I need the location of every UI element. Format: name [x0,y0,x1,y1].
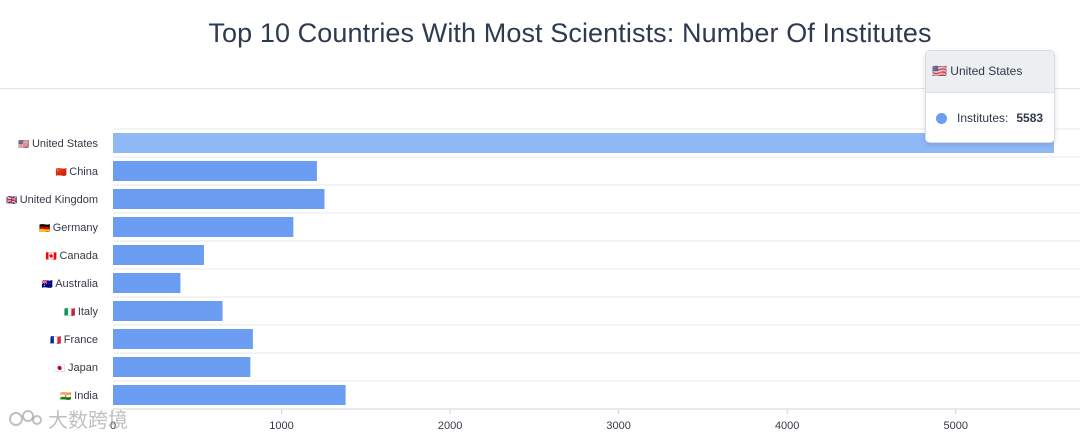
title-divider [0,88,1080,89]
category-label: 🇦🇺 Australia [41,278,98,290]
x-tick-label: 4000 [775,420,799,432]
watermark: 大数跨境 [8,404,128,433]
category-label: 🇫🇷 France [50,334,98,346]
category-name: Japan [68,362,98,374]
bar-italy[interactable] [113,301,223,321]
flag-icon: 🇺🇸 [18,139,32,149]
category-name: Canada [59,250,98,262]
category-label: 🇯🇵 Japan [54,362,98,374]
category-label: 🇺🇸 United States [18,138,98,150]
flag-icon: 🇮🇳 [60,391,74,401]
bar-china[interactable] [113,161,317,181]
bar-united-kingdom[interactable] [113,189,325,209]
tooltip-title: 🇺🇸 United States [926,51,1054,93]
category-label: 🇨🇳 China [56,166,99,178]
bar-united-states[interactable] [113,133,1054,153]
category-label: 🇬🇧 United Kingdom [6,194,98,206]
bar-germany[interactable] [113,217,294,237]
category-name: India [74,390,99,402]
tooltip-label: Institutes: [957,111,1009,125]
tooltip-series-dot [936,112,947,124]
category-name: China [69,166,99,178]
category-label: 🇮🇹 Italy [64,306,98,318]
flag-icon: 🇩🇪 [39,223,53,233]
category-name: United States [32,138,99,150]
watermark-text: 大数跨境 [48,410,128,432]
flag-icon: 🇫🇷 [50,335,64,345]
category-name: Australia [55,278,99,290]
x-tick-label: 2000 [438,420,462,432]
flag-icon: 🇨🇳 [56,167,70,177]
watermark-logo-icon [9,409,42,426]
flag-icon: 🇮🇹 [64,307,78,317]
category-name: Italy [78,306,99,318]
category-name: France [64,334,98,346]
bar-canada[interactable] [113,245,205,265]
category-label: 🇩🇪 Germany [39,222,98,234]
x-tick-label: 3000 [606,420,630,432]
bar-france[interactable] [113,329,253,349]
flag-icon: 🇯🇵 [54,363,68,373]
bar-japan[interactable] [113,357,251,377]
x-tick-label: 1000 [269,420,293,432]
bar-india[interactable] [113,385,346,405]
category-name: Germany [53,222,99,234]
category-label: 🇨🇦 Canada [46,250,99,262]
tooltip-value: 5583 [1016,111,1044,125]
category-label: 🇮🇳 India [60,390,98,402]
flag-icon: 🇨🇦 [46,251,60,261]
chart-title: Top 10 Countries With Most Scientists: N… [208,18,932,48]
bar-australia[interactable] [113,273,181,293]
x-tick-label: 5000 [943,420,967,432]
tooltip: 🇺🇸 United States Institutes: 5583 [925,50,1055,143]
flag-icon: 🇦🇺 [41,278,55,289]
x-tick-label: 0 [110,420,116,432]
category-name: United Kingdom [20,194,98,206]
flag-icon: 🇬🇧 [6,195,20,205]
